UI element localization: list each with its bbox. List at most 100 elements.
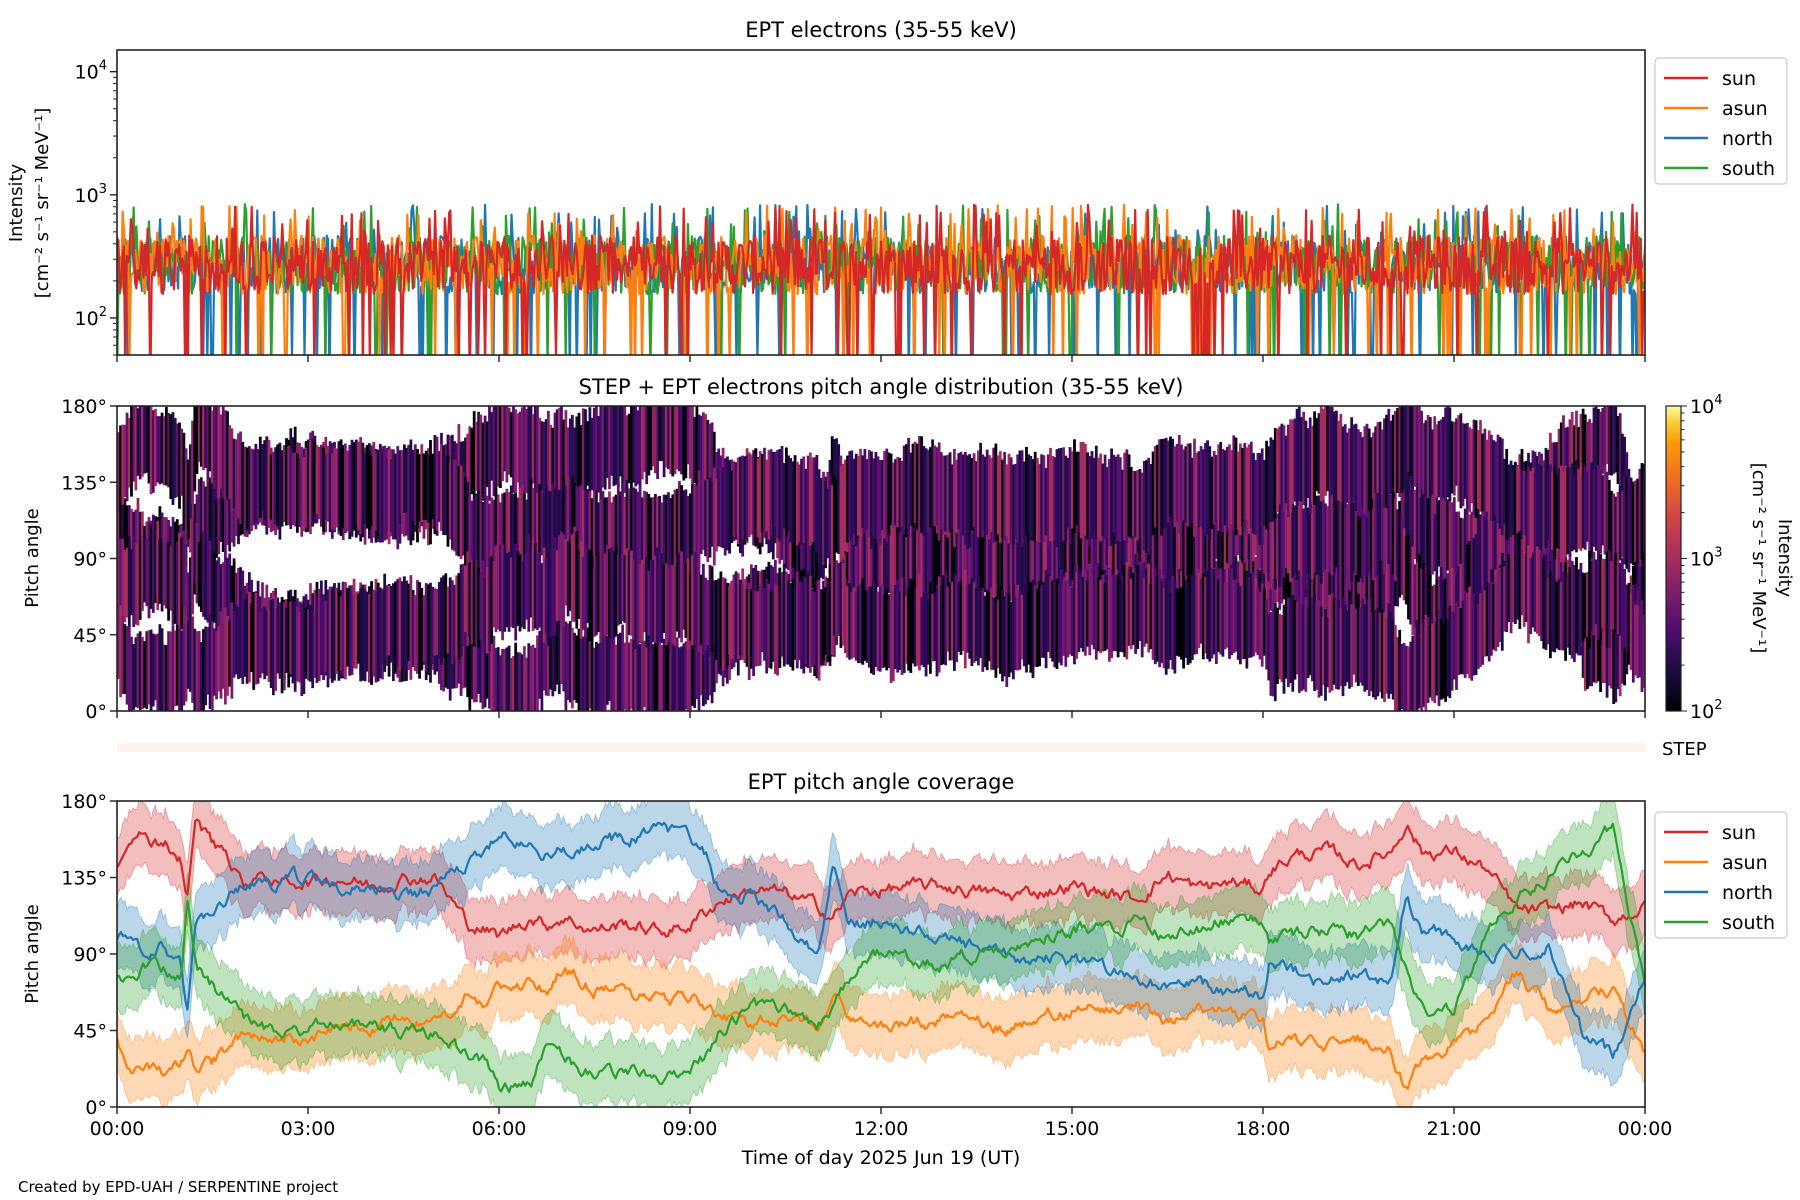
- pad-cell: [564, 410, 568, 506]
- pad-cell: [175, 624, 179, 706]
- pad-cell: [688, 626, 692, 711]
- pad-cell: [557, 407, 561, 499]
- pad-cell: [640, 406, 644, 480]
- pad-cell: [1025, 583, 1028, 673]
- pad-cell: [852, 587, 856, 658]
- pad-cell: [536, 553, 539, 631]
- pad-cell: [125, 548, 129, 618]
- pad-cell: [1029, 456, 1033, 541]
- pad-cell: [756, 591, 760, 666]
- pad-cell: [289, 601, 293, 675]
- pad-cell: [127, 535, 131, 627]
- pad-cell: [1435, 579, 1439, 653]
- pad-cell: [664, 406, 668, 468]
- pad-cell: [208, 540, 212, 637]
- pad-cell: [1341, 534, 1345, 629]
- pad-cell: [536, 406, 539, 502]
- pad-cell: [1586, 572, 1589, 638]
- pad-cell: [1337, 488, 1340, 571]
- pad-cell: [1284, 526, 1288, 613]
- pad-cell: [595, 641, 598, 711]
- pad-cell: [1088, 455, 1092, 546]
- pad-cell: [833, 475, 836, 570]
- pad-cell: [939, 586, 943, 666]
- pad-cell: [1005, 513, 1009, 611]
- pad-cell: [1476, 519, 1480, 612]
- pad-cell: [1442, 625, 1445, 699]
- pad-cell: [551, 550, 555, 636]
- pad-cell: [625, 548, 629, 638]
- xtick-label: 06:00: [472, 1118, 527, 1140]
- pad-cell: [501, 544, 504, 641]
- pad-cell: [1337, 600, 1340, 690]
- pad-cell: [1503, 566, 1506, 632]
- pad-cell: [1073, 567, 1076, 665]
- pad-cell: [1169, 543, 1172, 635]
- pad-cell: [1623, 475, 1626, 565]
- pad-cell: [630, 550, 633, 636]
- pad-cell: [566, 623, 570, 701]
- pad-cell: [760, 453, 764, 532]
- pad-cell: [839, 563, 843, 636]
- pad-cell: [416, 580, 419, 673]
- pad-cell: [1533, 473, 1537, 557]
- pad-cell: [1064, 455, 1068, 541]
- pad-cell: [520, 561, 524, 628]
- pad-cell: [241, 589, 245, 684]
- pad-cell: [470, 427, 474, 495]
- pad-cell: [1284, 610, 1288, 679]
- pad-cell: [149, 406, 153, 495]
- pad-cell: [280, 597, 284, 694]
- pad-cell: [651, 406, 655, 467]
- pad-cell: [881, 459, 884, 531]
- pad-cell: [315, 445, 319, 515]
- pad-cell: [638, 644, 642, 711]
- pad-cell: [529, 645, 533, 711]
- pad-cell: [1012, 464, 1015, 546]
- pad-cell: [566, 427, 570, 493]
- pad-cell: [1592, 407, 1596, 503]
- pad-cell: [1535, 546, 1539, 634]
- pad-cell: [228, 553, 232, 651]
- pad-cell: [472, 498, 476, 572]
- pad-cell: [977, 513, 980, 610]
- pad-cell: [1605, 551, 1609, 648]
- pad-cell: [1415, 406, 1419, 484]
- pad-cell: [745, 588, 749, 667]
- pad-cell: [621, 555, 624, 622]
- pad-cell: [341, 445, 345, 529]
- pad-cell: [1315, 539, 1319, 631]
- pad-cell: [1016, 454, 1020, 543]
- pad-cell: [180, 428, 184, 496]
- pad-cell: [370, 455, 373, 527]
- pad-cell: [448, 462, 452, 540]
- pad-cell: [680, 646, 683, 711]
- pad-cell: [1036, 588, 1039, 667]
- legend-box: [1654, 811, 1788, 939]
- pad-cell: [1057, 448, 1061, 543]
- pad-cell: [872, 458, 876, 537]
- pad-cell: [359, 437, 363, 535]
- pad-cell: [1594, 463, 1598, 551]
- pad-cell: [1492, 491, 1495, 568]
- pad-cell: [726, 582, 729, 667]
- pad-cell: [894, 459, 897, 526]
- pad-cell: [643, 564, 646, 633]
- pad-cell: [887, 525, 891, 593]
- pad-cell: [1289, 419, 1292, 513]
- pad-cell: [230, 602, 234, 699]
- pad-cell: [636, 491, 640, 578]
- pad-cell: [560, 617, 563, 685]
- step-label: STEP: [1662, 739, 1707, 760]
- pad-cell: [948, 582, 952, 661]
- pad-cell: [165, 645, 168, 711]
- pad-cell: [1415, 562, 1419, 635]
- pad-cell: [667, 567, 670, 643]
- pad-cell: [1302, 411, 1306, 506]
- pad-cell: [1522, 470, 1526, 558]
- pad-cell: [684, 489, 688, 581]
- pad-cell: [1496, 572, 1500, 647]
- pad-cell: [1361, 599, 1364, 686]
- pad-cell: [1260, 448, 1264, 546]
- pad-cell: [533, 406, 537, 499]
